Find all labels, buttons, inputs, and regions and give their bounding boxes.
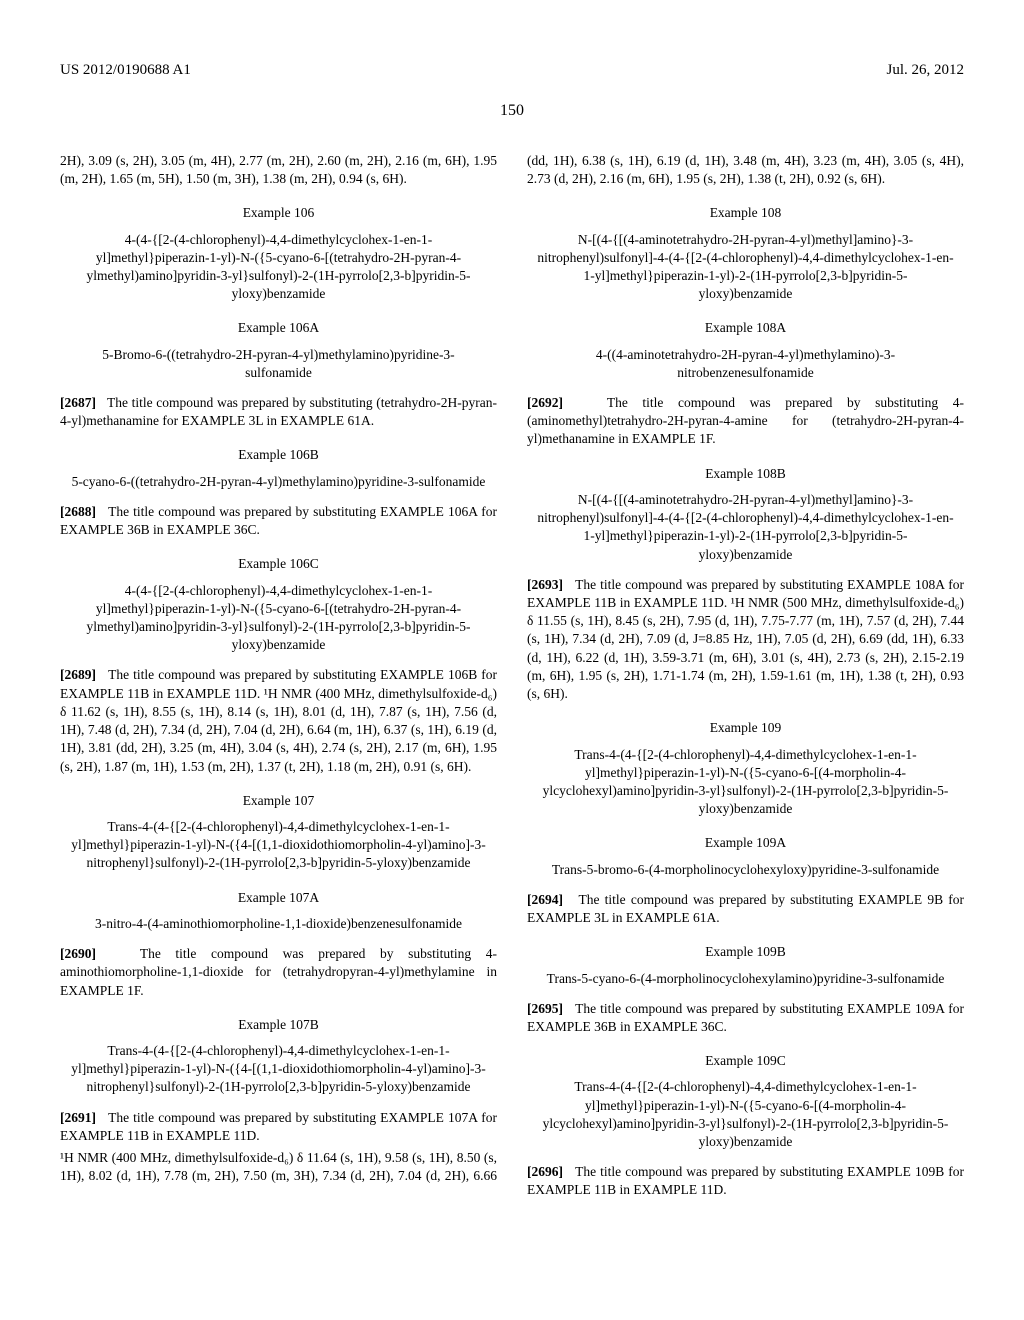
para-number: [2689]: [60, 667, 96, 682]
example-heading: Example 108B: [527, 465, 964, 483]
paragraph: [2695] The title compound was prepared b…: [527, 1000, 964, 1036]
nmr-fragment: 2H), 3.09 (s, 2H), 3.05 (m, 4H), 2.77 (m…: [60, 152, 497, 188]
compound-name: Trans-4-(4-{[2-(4-chlorophenyl)-4,4-dime…: [537, 746, 954, 819]
example-heading: Example 109B: [527, 943, 964, 961]
paragraph: [2696] The title compound was prepared b…: [527, 1163, 964, 1199]
compound-name: Trans-5-cyano-6-(4-morpholinocyclohexyla…: [537, 970, 954, 988]
paragraph: [2692] The title compound was prepared b…: [527, 394, 964, 449]
para-number: [2696]: [527, 1164, 563, 1179]
paragraph: [2690] The title compound was prepared b…: [60, 945, 497, 1000]
doc-date: Jul. 26, 2012: [886, 60, 964, 80]
compound-name: 4-(4-{[2-(4-chlorophenyl)-4,4-dimethylcy…: [70, 231, 487, 304]
paragraph: [2694] The title compound was prepared b…: [527, 891, 964, 927]
para-text: The title compound was prepared by subst…: [527, 1164, 964, 1197]
para-text: The title compound was prepared by subst…: [60, 667, 497, 773]
paragraph: [2688] The title compound was prepared b…: [60, 503, 497, 539]
para-number: [2694]: [527, 892, 563, 907]
para-text: The title compound was prepared by subst…: [527, 395, 964, 446]
paragraph: [2689] The title compound was prepared b…: [60, 666, 497, 775]
para-text: The title compound was prepared by subst…: [527, 577, 964, 701]
para-text: The title compound was prepared by subst…: [60, 1110, 497, 1143]
example-heading: Example 109: [527, 719, 964, 737]
paragraph: [2693] The title compound was prepared b…: [527, 576, 964, 704]
para-text: The title compound was prepared by subst…: [527, 1001, 964, 1034]
example-heading: Example 108: [527, 204, 964, 222]
compound-name: 4-((4-aminotetrahydro-2H-pyran-4-yl)meth…: [537, 346, 954, 382]
compound-name: 3-nitro-4-(4-aminothiomorpholine-1,1-dio…: [70, 915, 487, 933]
example-heading: Example 108A: [527, 319, 964, 337]
compound-name: Trans-5-bromo-6-(4-morpholinocyclohexylo…: [537, 861, 954, 879]
para-number: [2695]: [527, 1001, 563, 1016]
example-heading: Example 109A: [527, 834, 964, 852]
para-number: [2687]: [60, 395, 96, 410]
para-text: The title compound was prepared by subst…: [527, 892, 964, 925]
para-number: [2691]: [60, 1110, 96, 1125]
compound-name: Trans-4-(4-{[2-(4-chlorophenyl)-4,4-dime…: [70, 1042, 487, 1097]
para-number: [2693]: [527, 577, 563, 592]
paragraph: [2691] The title compound was prepared b…: [60, 1109, 497, 1145]
compound-name: 5-Bromo-6-((tetrahydro-2H-pyran-4-yl)met…: [70, 346, 487, 382]
compound-name: N-[(4-{[(4-aminotetrahydro-2H-pyran-4-yl…: [537, 231, 954, 304]
content-columns: 2H), 3.09 (s, 2H), 3.05 (m, 4H), 2.77 (m…: [60, 152, 964, 1200]
compound-name: Trans-4-(4-{[2-(4-chlorophenyl)-4,4-dime…: [537, 1078, 954, 1151]
para-text: The title compound was prepared by subst…: [60, 504, 497, 537]
compound-name: 4-(4-{[2-(4-chlorophenyl)-4,4-dimethylcy…: [70, 582, 487, 655]
para-text: The title compound was prepared by subst…: [60, 395, 497, 428]
example-heading: Example 109C: [527, 1052, 964, 1070]
compound-name: 5-cyano-6-((tetrahydro-2H-pyran-4-yl)met…: [70, 473, 487, 491]
compound-name: Trans-4-(4-{[2-(4-chlorophenyl)-4,4-dime…: [70, 818, 487, 873]
doc-number: US 2012/0190688 A1: [60, 60, 191, 80]
example-heading: Example 107A: [60, 889, 497, 907]
para-text: The title compound was prepared by subst…: [60, 946, 497, 997]
example-heading: Example 106C: [60, 555, 497, 573]
para-number: [2688]: [60, 504, 96, 519]
example-heading: Example 107B: [60, 1016, 497, 1034]
para-number: [2692]: [527, 395, 563, 410]
example-heading: Example 106A: [60, 319, 497, 337]
paragraph: [2687] The title compound was prepared b…: [60, 394, 497, 430]
page-header: US 2012/0190688 A1 Jul. 26, 2012: [60, 60, 964, 84]
page-number: 150: [60, 100, 964, 122]
example-heading: Example 106: [60, 204, 497, 222]
para-number: [2690]: [60, 946, 96, 961]
compound-name: N-[(4-{[(4-aminotetrahydro-2H-pyran-4-yl…: [537, 491, 954, 564]
example-heading: Example 107: [60, 792, 497, 810]
example-heading: Example 106B: [60, 446, 497, 464]
